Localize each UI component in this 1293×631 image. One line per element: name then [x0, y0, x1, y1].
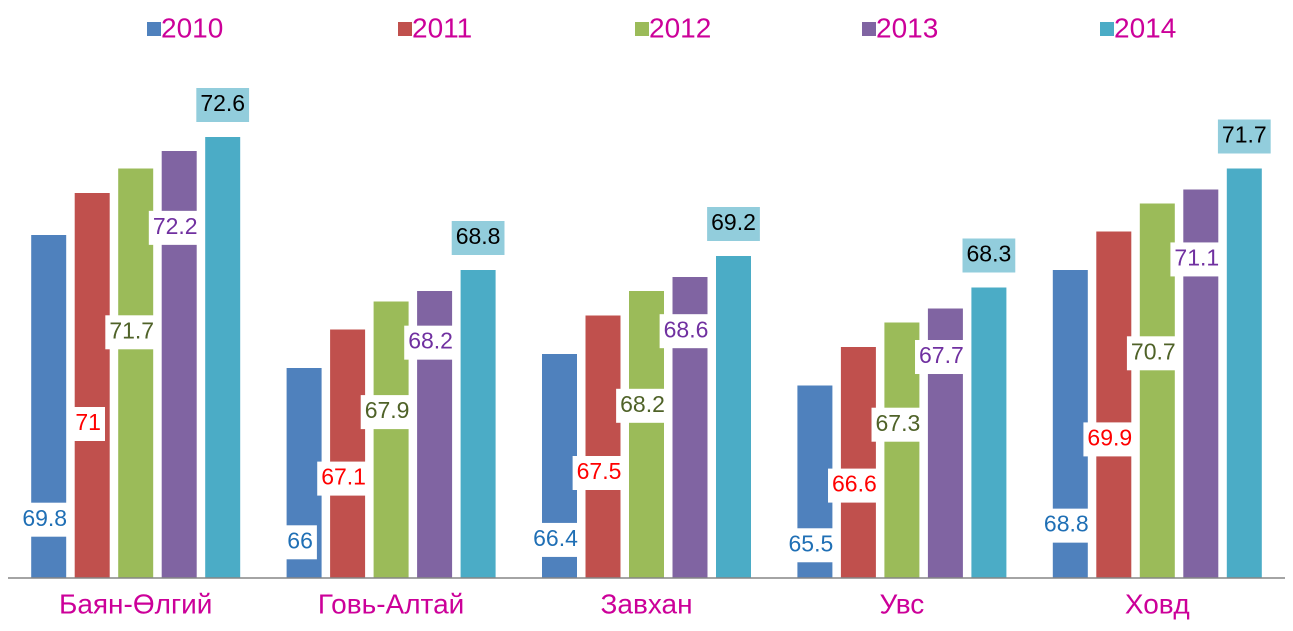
legend-text: 2011 [412, 12, 472, 43]
data-label: 70.7 [1131, 338, 1176, 364]
bar [716, 256, 751, 578]
legend-swatch [635, 22, 649, 36]
data-label: 66.6 [832, 471, 877, 497]
data-label: 68.3 [967, 241, 1012, 267]
x-tick-label: Говь-Алтай [318, 588, 464, 619]
data-label: 71.7 [1222, 122, 1267, 148]
legend-swatch [398, 22, 412, 36]
legend-text: 2010 [161, 12, 223, 43]
data-label: 72.2 [153, 213, 198, 239]
data-label-box [1217, 119, 1271, 154]
data-label-box [784, 528, 838, 563]
data-label-box [659, 314, 713, 349]
data-label: 68.8 [1044, 511, 1089, 537]
data-label-box [1170, 242, 1224, 277]
data-label-box [1126, 336, 1180, 371]
data-label-box [1039, 508, 1093, 543]
data-label: 67.9 [365, 397, 410, 423]
data-label-box [105, 315, 159, 350]
data-label-box [1083, 422, 1137, 457]
data-label: 69.2 [711, 209, 756, 235]
legend-swatch [862, 22, 876, 36]
legend-text: 2013 [876, 12, 938, 43]
data-label-box [404, 325, 457, 360]
legend-text: 2012 [649, 12, 711, 43]
data-label-box [148, 210, 202, 245]
data-label: 68.2 [620, 391, 665, 417]
data-label-box [915, 340, 968, 375]
data-label: 67.5 [577, 458, 622, 484]
bar [118, 168, 154, 578]
data-label-box [707, 207, 760, 241]
bar [330, 329, 366, 578]
legend-text: 2014 [1114, 12, 1176, 43]
data-label: 66 [287, 527, 313, 553]
data-label: 71.1 [1174, 245, 1219, 271]
data-label: 69.9 [1087, 424, 1132, 450]
legend-swatch [1100, 22, 1114, 36]
data-label-box [871, 407, 925, 442]
bar [373, 301, 409, 578]
data-label: 69.8 [22, 505, 67, 531]
data-label-box [196, 88, 250, 122]
data-label-box [18, 502, 72, 537]
x-tick-label: Увс [880, 588, 925, 619]
data-label: 66.4 [533, 525, 578, 551]
data-label-box [317, 461, 370, 496]
bar [1096, 231, 1132, 578]
data-label: 67.7 [919, 342, 964, 368]
data-label-box [962, 238, 1016, 273]
data-label-box [529, 522, 583, 557]
bar [840, 347, 876, 578]
data-label: 68.8 [456, 223, 501, 249]
data-label: 65.5 [789, 530, 834, 556]
bar [884, 322, 920, 578]
data-label-box [283, 525, 317, 560]
data-label-box [360, 395, 414, 430]
bar [971, 287, 1007, 578]
data-label-box [451, 221, 505, 255]
data-label-box [71, 407, 105, 441]
data-label: 68.6 [664, 316, 709, 342]
bar [629, 291, 664, 578]
data-label-box [616, 388, 669, 423]
data-label: 67.3 [876, 410, 921, 436]
data-label-box [572, 456, 626, 490]
data-label: 67.1 [321, 464, 366, 490]
data-label: 71 [75, 409, 101, 435]
data-label: 72.6 [200, 90, 245, 116]
bar [1139, 203, 1175, 578]
x-tick-label: Ховд [1125, 588, 1190, 619]
x-tick-label: Завхан [600, 588, 692, 619]
bar [205, 137, 241, 578]
bar [585, 315, 621, 578]
bar [460, 270, 496, 578]
x-tick-label: Баян-Өлгий [59, 588, 213, 619]
data-label: 68.2 [408, 328, 453, 354]
bar [74, 193, 110, 578]
data-label: 71.7 [109, 317, 154, 343]
bar [1226, 168, 1262, 578]
data-label-box [828, 468, 881, 503]
legend-swatch [147, 22, 161, 36]
